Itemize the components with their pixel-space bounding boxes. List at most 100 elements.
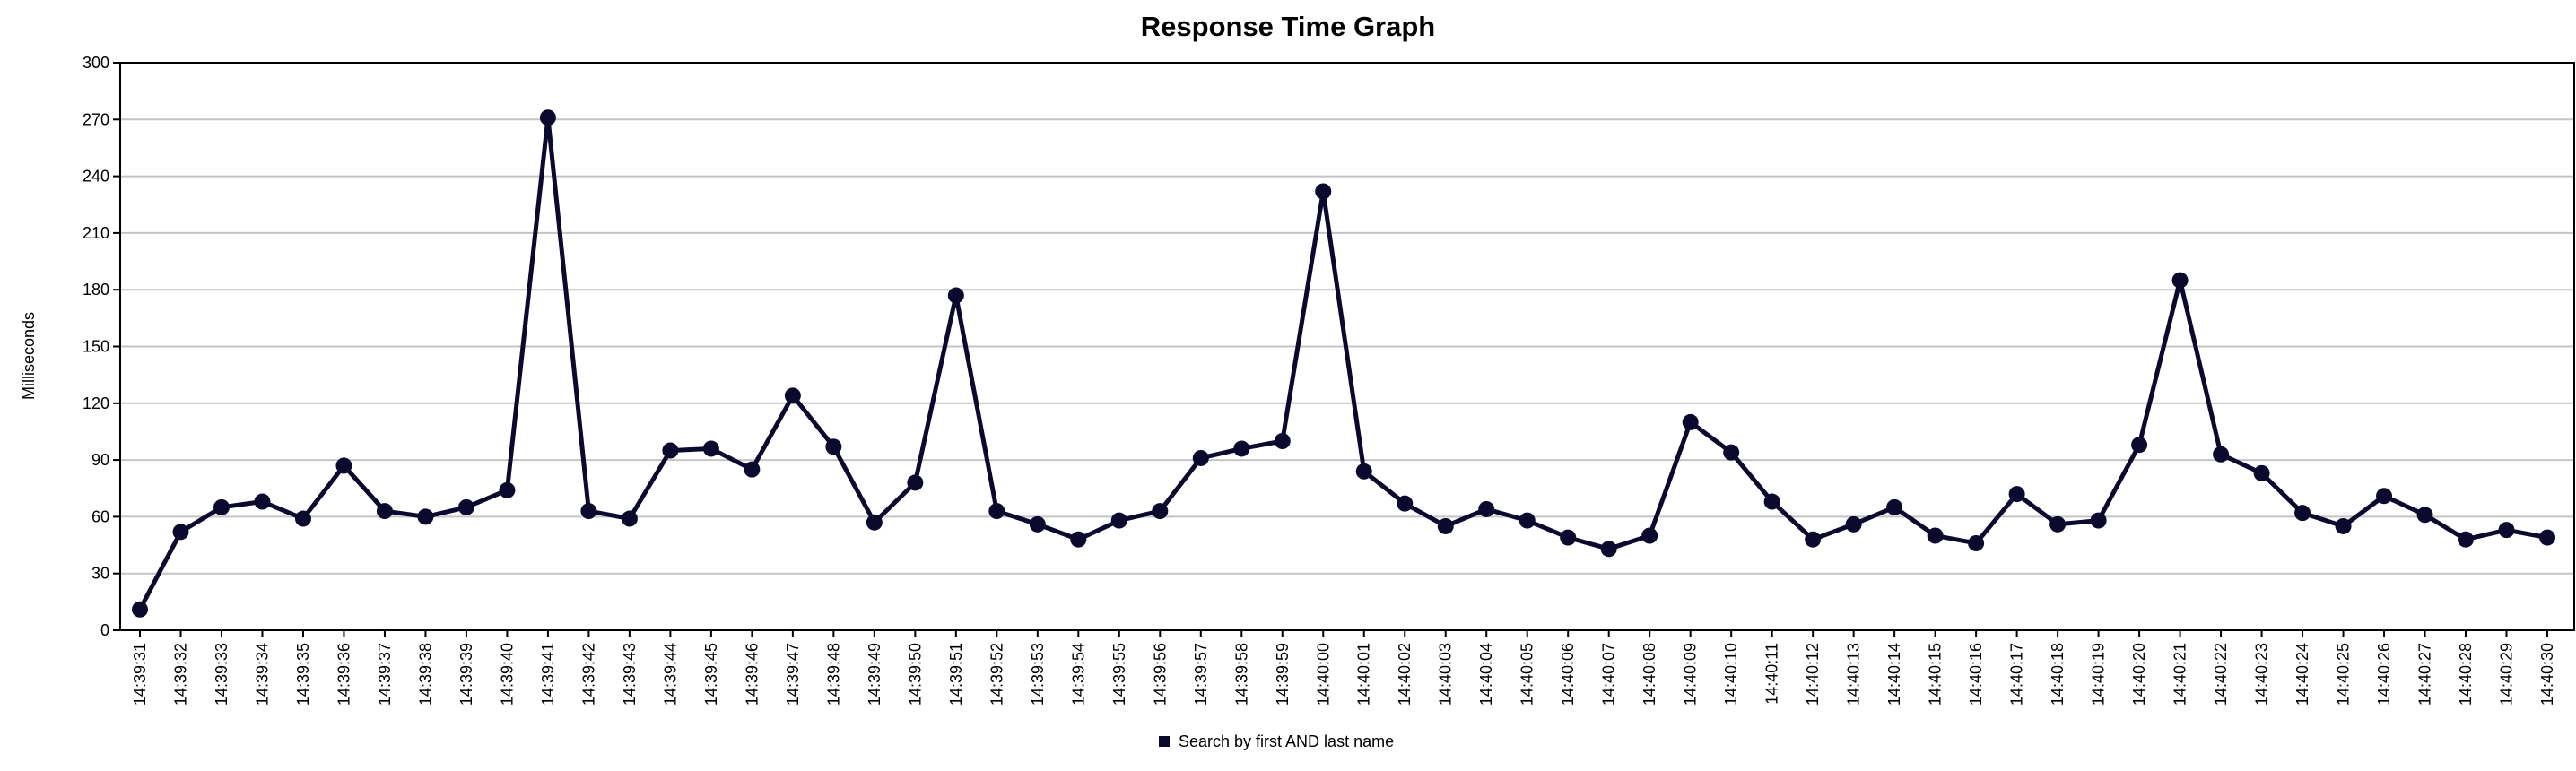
x-tick-label: 14:39:50 xyxy=(906,643,924,706)
x-tick-label: 14:39:33 xyxy=(213,643,231,706)
y-tick-label: 90 xyxy=(91,451,109,469)
data-point xyxy=(2253,464,2270,481)
x-tick-label: 14:39:38 xyxy=(416,643,434,706)
legend-swatch xyxy=(1159,736,1170,747)
x-tick-label: 14:39:56 xyxy=(1151,643,1169,706)
data-point xyxy=(1805,531,1822,548)
x-tick-label: 14:40:09 xyxy=(1682,643,1700,706)
x-tick-label: 14:39:44 xyxy=(661,643,679,706)
data-point xyxy=(2416,507,2433,524)
x-tick-label: 14:40:24 xyxy=(2293,643,2311,706)
x-tick-label: 14:39:53 xyxy=(1029,643,1047,706)
data-point xyxy=(1152,503,1169,520)
x-tick-label: 14:39:52 xyxy=(988,643,1005,706)
x-tick-label: 14:39:55 xyxy=(1110,643,1128,706)
x-tick-label: 14:39:58 xyxy=(1232,643,1250,706)
x-tick-label: 14:40:27 xyxy=(2416,643,2434,706)
data-point xyxy=(702,440,719,457)
data-point xyxy=(662,442,679,459)
x-tick-label: 14:39:32 xyxy=(171,643,189,706)
data-point xyxy=(744,461,761,478)
data-point xyxy=(376,503,393,520)
data-point xyxy=(1110,512,1127,529)
x-tick-label: 14:39:49 xyxy=(866,643,883,706)
y-tick-label: 270 xyxy=(83,110,109,128)
x-tick-label: 14:40:16 xyxy=(1967,643,1985,706)
x-tick-label: 14:40:29 xyxy=(2498,643,2516,706)
series-line xyxy=(137,115,2550,612)
x-tick-label: 14:40:22 xyxy=(2212,643,2230,706)
legend: Search by first AND last name xyxy=(1159,732,1394,750)
data-point xyxy=(1070,531,1087,548)
x-tick-label: 14:40:08 xyxy=(1640,643,1658,706)
data-point xyxy=(1560,529,1577,546)
x-tick-label: 14:40:28 xyxy=(2457,643,2475,706)
x-tick-label: 14:40:17 xyxy=(2008,643,2026,706)
data-point xyxy=(1519,512,1536,529)
data-point xyxy=(1927,527,1944,544)
data-point xyxy=(784,387,801,404)
y-tick-label: 30 xyxy=(91,565,109,583)
x-tick-label: 14:39:48 xyxy=(824,643,842,706)
x-tick-label: 14:40:30 xyxy=(2538,643,2556,706)
data-point xyxy=(457,498,474,515)
data-point xyxy=(907,474,924,491)
x-tick-label: 14:40:03 xyxy=(1437,643,1455,706)
x-tick-label: 14:40:14 xyxy=(1885,643,1903,706)
y-axis-ticks: 0 30 60 90 120 150 180 210 240 270 300 xyxy=(83,54,120,639)
data-point xyxy=(2294,505,2311,522)
x-tick-label: 14:40:15 xyxy=(1927,643,1945,706)
x-tick-label: 14:39:41 xyxy=(539,643,557,706)
x-tick-label: 14:39:51 xyxy=(947,643,965,706)
data-point xyxy=(1315,183,1332,200)
data-point xyxy=(866,514,883,531)
chart-title: Response Time Graph xyxy=(1141,11,1435,42)
x-tick-label: 14:39:43 xyxy=(621,643,639,706)
x-tick-label: 14:39:57 xyxy=(1192,643,1210,706)
data-point xyxy=(539,109,556,126)
data-point xyxy=(294,510,311,527)
x-tick-label: 14:39:46 xyxy=(743,643,761,706)
y-tick-label: 150 xyxy=(83,338,109,356)
data-point xyxy=(580,503,597,520)
y-tick-label: 0 xyxy=(100,621,109,639)
x-tick-label: 14:39:31 xyxy=(131,643,149,706)
x-tick-label: 14:39:36 xyxy=(335,643,352,706)
data-point xyxy=(2539,529,2555,546)
x-tick-label: 14:39:54 xyxy=(1069,643,1087,706)
y-tick-label: 120 xyxy=(83,394,109,412)
x-axis-ticks: 14:39:31 14:39:32 14:39:33 14:39:34 14:39:35… xyxy=(131,630,2556,706)
data-point xyxy=(2049,515,2067,533)
data-point xyxy=(1845,515,1862,533)
x-tick-label: 14:39:59 xyxy=(1274,643,1292,706)
data-point xyxy=(1763,493,1780,510)
data-point xyxy=(172,524,189,541)
data-point xyxy=(132,601,148,618)
data-point xyxy=(2090,512,2107,529)
data-point xyxy=(1968,534,1985,551)
data-point xyxy=(1355,463,1372,480)
data-point xyxy=(1274,433,1291,449)
data-point xyxy=(2498,522,2515,539)
x-tick-label: 14:39:34 xyxy=(253,643,271,706)
data-point xyxy=(1233,440,1250,457)
data-point xyxy=(1397,495,1414,512)
data-point xyxy=(417,508,434,525)
x-tick-label: 14:40:11 xyxy=(1763,643,1781,705)
x-tick-label: 14:40:04 xyxy=(1477,643,1495,706)
data-point xyxy=(1478,500,1495,517)
y-tick-label: 60 xyxy=(91,507,109,525)
data-point xyxy=(2171,272,2189,289)
x-tick-label: 14:40:25 xyxy=(2335,643,2353,706)
data-point xyxy=(1600,541,1617,558)
x-tick-label: 14:40:12 xyxy=(1804,643,1822,706)
x-tick-label: 14:40:10 xyxy=(1722,643,1740,706)
legend-label: Search by first AND last name xyxy=(1179,732,1394,750)
data-point xyxy=(988,503,1005,520)
plot-area-frame xyxy=(119,62,2575,631)
x-tick-label: 14:39:39 xyxy=(457,643,475,706)
data-point xyxy=(2458,531,2475,548)
x-tick-label: 14:40:26 xyxy=(2375,643,2393,706)
x-tick-label: 14:40:21 xyxy=(2171,643,2189,706)
